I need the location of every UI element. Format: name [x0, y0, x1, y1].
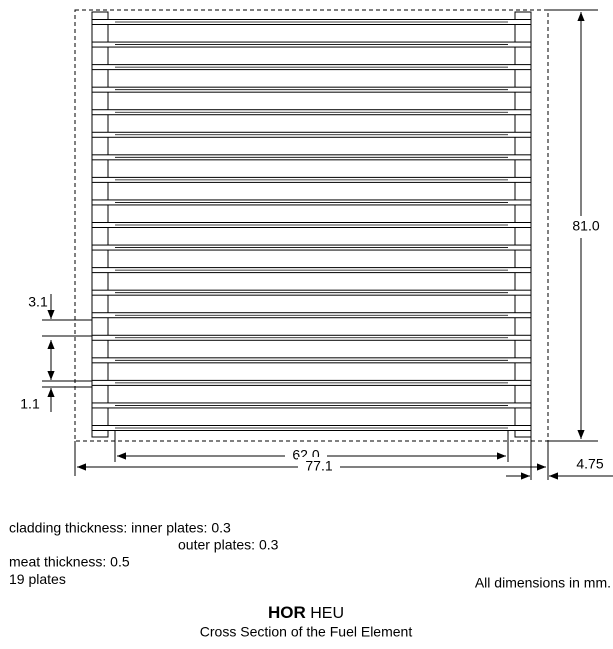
note: cladding thickness: inner plates: 0.3 — [9, 520, 231, 536]
outer-envelope — [74, 9, 549, 442]
note: meat thickness: 0.5 — [9, 554, 130, 570]
caption-enrichment: HEU — [310, 605, 344, 622]
dimension-label: 3.1 — [28, 294, 48, 310]
dimension-label: 81.0 — [572, 218, 599, 234]
dimension-label: 77.1 — [305, 458, 332, 474]
height-dimension: 81.0 — [548, 9, 606, 442]
note: outer plates: 0.3 — [178, 537, 279, 553]
dimension-label: 1.1 — [20, 396, 40, 412]
outer-width-dimension: 77.1 — [74, 441, 549, 480]
dimension-label: 4.75 — [576, 456, 603, 472]
caption-title: HOR HEU — [268, 603, 344, 622]
fuel-element — [74, 9, 549, 442]
plate-count: 19 — [9, 571, 25, 587]
units-note: All dimensions in mm. — [475, 575, 611, 591]
pitch-dimension: 3.1 1.1 — [20, 294, 92, 412]
plate-unit: plates — [28, 571, 65, 587]
caption-name: HOR — [268, 603, 306, 622]
caption-subtitle: Cross Section of the Fuel Element — [200, 624, 413, 640]
note: 19 plates — [9, 571, 66, 587]
side-plate-dimension: 4.75 — [506, 437, 613, 480]
